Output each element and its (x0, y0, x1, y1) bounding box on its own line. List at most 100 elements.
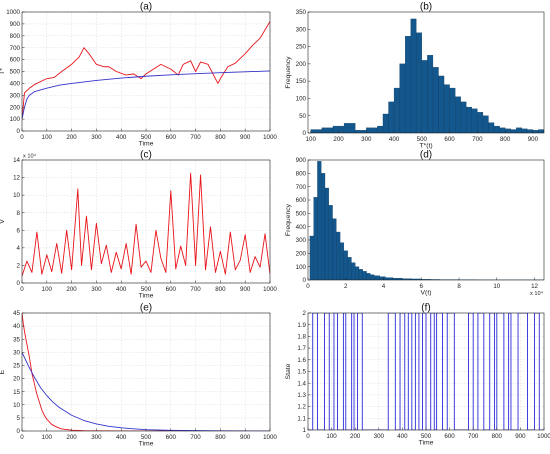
histogram-bar (351, 263, 355, 280)
y-tick-label: 250 (296, 44, 307, 51)
histogram-bar (359, 269, 363, 280)
histogram-bar (522, 129, 528, 133)
x-tick-label: 300 (91, 434, 102, 441)
y-tick-label: 800 (10, 33, 21, 40)
x-tick-label: 0 (20, 134, 24, 141)
x-tick-label: 10 (493, 283, 500, 290)
y-tick-label: 15 (13, 389, 20, 396)
histogram-bar (444, 85, 450, 133)
x-tick-label: 1000 (537, 433, 550, 440)
x-tick-label: 900 (240, 434, 251, 441)
panel-label: (a) (140, 2, 152, 13)
y-tick-label: 1000 (6, 9, 20, 16)
histogram-bar (389, 102, 395, 133)
histogram-bar (383, 114, 389, 133)
plot-area (310, 161, 550, 280)
x-tick-label: 800 (492, 433, 503, 440)
y-tick-label: 600 (10, 57, 21, 64)
histogram-bar (336, 232, 340, 280)
x-axis-label: Time (139, 441, 154, 448)
y-tick-label: 400 (10, 81, 21, 88)
histogram-bar (329, 205, 333, 280)
histogram-bar (433, 67, 439, 133)
y-axis-label: Frequency (285, 203, 292, 236)
y-tick-label: 1 (303, 427, 307, 434)
y-tick-label: 40 (13, 323, 20, 330)
y-tick-label: 800 (296, 170, 307, 177)
x-tick-label: 300 (361, 136, 372, 143)
histogram-bar (374, 276, 380, 280)
x-tick-label: 100 (42, 286, 53, 293)
y-tick-label: 1.6 (297, 357, 306, 364)
x-tick-label: 800 (215, 286, 226, 293)
y-tick-label: 100 (296, 96, 307, 103)
y-tick-label: 150 (296, 78, 307, 85)
x-tick-label: 200 (66, 134, 77, 141)
y-tick-label: 0 (303, 130, 307, 137)
histogram-bar (325, 188, 329, 280)
y-tick-label: 5 (17, 415, 21, 422)
y-tick-label: 8 (17, 210, 21, 217)
y-tick-label: 300 (296, 26, 307, 33)
x-tick-label: 0 (20, 286, 24, 293)
y-tick-label: 700 (296, 184, 307, 191)
x-tick-label: 400 (116, 134, 127, 141)
histogram-bar (538, 130, 544, 133)
histogram-bar (422, 60, 428, 133)
panel-label: (b) (420, 2, 432, 13)
x-tick-label: 0 (306, 433, 310, 440)
histogram-bar (355, 130, 366, 133)
histogram-bar (450, 88, 456, 133)
panel-label: (e) (140, 303, 152, 314)
x-axis-label: T*(t) (419, 143, 432, 150)
x-tick-label: 700 (472, 136, 483, 143)
x-tick-label: 700 (190, 134, 201, 141)
x-tick-label: 400 (116, 286, 127, 293)
y-tick-label: 10 (13, 402, 20, 409)
histogram-bar (380, 277, 386, 280)
histogram-bar (394, 88, 400, 133)
histogram-bar (405, 36, 411, 133)
y-tick-label: 45 (13, 310, 20, 317)
histogram-bar (466, 107, 472, 133)
histogram-bar (344, 251, 348, 280)
y-tick-label: 100 (296, 264, 307, 271)
y-tick-label: 35 (13, 336, 20, 343)
x-tick-label: 100 (42, 134, 53, 141)
x-tick-label: 900 (515, 433, 526, 440)
x-tick-label: 2 (344, 283, 348, 290)
histogram-bar (322, 128, 333, 133)
x-tick-label: 600 (166, 434, 177, 441)
x-tick-label: 1000 (263, 286, 277, 293)
x-tick-label: 0 (20, 434, 24, 441)
x-axis-label: Time (139, 141, 154, 148)
y-tick-label: 2 (17, 263, 21, 270)
y-tick-label: 400 (296, 224, 307, 231)
y-axis-label: Frequency (285, 56, 292, 89)
y-tick-label: 1.5 (297, 369, 306, 376)
x-tick-label: 1000 (263, 434, 277, 441)
y-tick-label: 0 (17, 128, 21, 135)
histogram-bar (455, 97, 461, 133)
x-tick-label: 8 (457, 283, 461, 290)
series-line-0 (308, 313, 544, 430)
histogram-bar (516, 128, 522, 133)
x-tick-label: 600 (444, 433, 455, 440)
x-tick-label: 100 (42, 434, 53, 441)
y-axis-label: T* (0, 68, 6, 75)
histogram-bar (317, 161, 321, 280)
histogram-bar (488, 123, 494, 133)
x-tick-label: 300 (91, 134, 102, 141)
x-tick-label: 4 (382, 283, 386, 290)
histogram-bar (427, 55, 433, 133)
histogram-bar (385, 278, 393, 280)
y-tick-label: 25 (13, 363, 20, 370)
x-tick-label: 300 (374, 433, 385, 440)
panel-label: (f) (421, 303, 430, 314)
y-tick-label: 14 (13, 157, 20, 164)
